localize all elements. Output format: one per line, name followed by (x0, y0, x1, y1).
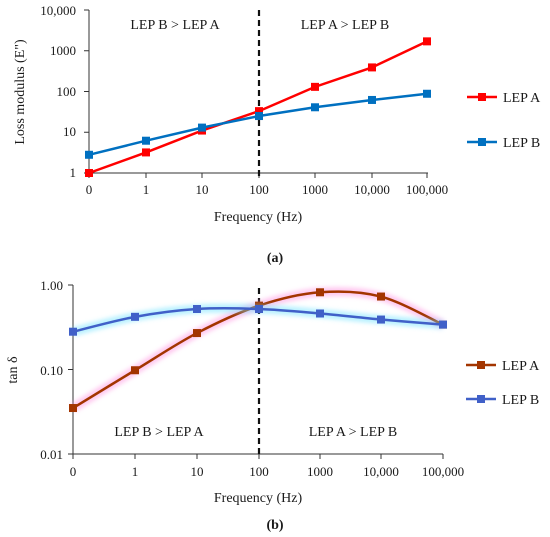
legend-marker-lep-a (477, 361, 485, 369)
data-point-lep-b (198, 123, 206, 132)
y-tick-label: 10,000 (40, 3, 76, 18)
y-tick-label: 10 (63, 124, 76, 139)
x-tick-label: 10 (191, 464, 204, 479)
chart-panel-a: 1 10 100 1000 10,000 0 1 10 100 1000 10,… (13, 3, 541, 266)
x-axis-title: Frequency (Hz) (214, 210, 303, 225)
panel-label-a: (a) (267, 251, 284, 266)
x-tick-label: 1 (143, 182, 150, 197)
data-point-lep-a (377, 292, 385, 301)
legend: LEP A LEP B (466, 359, 540, 408)
x-tick-label: 0 (70, 464, 77, 479)
x-tick-label: 10 (196, 182, 209, 197)
data-point-lep-b (439, 320, 447, 329)
data-point-lep-a (85, 169, 93, 177)
x-tick-label: 0 (86, 182, 93, 197)
x-tick-label: 1 (132, 464, 139, 479)
data-point-lep-b (69, 327, 77, 336)
data-point-lep-b (423, 89, 431, 98)
y-axis-tick-labels: 0.01 0.10 1.00 (40, 278, 63, 462)
data-point-lep-b (368, 95, 376, 104)
chart-panel-b: 0.01 0.10 1.00 0 1 10 100 1000 10,000 10… (6, 278, 540, 533)
y-tick-label: 1 (70, 165, 77, 180)
y-axis-title: tan δ (6, 356, 21, 384)
y-tick-label: 100 (57, 84, 77, 99)
legend-label-lep-a: LEP A (502, 359, 540, 374)
y-tick-label: 0.01 (40, 447, 63, 462)
panel-label-b: (b) (266, 518, 283, 533)
y-tick-label: 0.10 (40, 363, 63, 378)
data-point-lep-b (316, 309, 324, 318)
data-point-lep-a (368, 63, 376, 72)
y-axis-title: Loss modulus (E") (13, 39, 28, 145)
x-tick-label: 100,000 (422, 464, 464, 479)
annotation-left: LEP B > LEP A (114, 425, 204, 440)
x-tick-label: 1000 (302, 182, 328, 197)
annotation-right: LEP A > LEP B (301, 18, 390, 33)
data-point-lep-b (131, 312, 139, 321)
y-tick-label: 1000 (50, 43, 76, 58)
legend-marker-lep-b (477, 395, 485, 403)
x-tick-label: 100,000 (406, 182, 448, 197)
x-axis-tick-labels: 0 1 10 100 1000 10,000 100,000 (86, 182, 448, 197)
data-point-lep-b (193, 304, 201, 313)
data-point-lep-a (255, 107, 263, 116)
data-point-lep-b (85, 150, 93, 159)
x-tick-label: 100 (249, 464, 269, 479)
annotation-right: LEP A > LEP B (309, 425, 398, 440)
data-point-lep-a (131, 366, 139, 375)
legend-marker-lep-a (478, 93, 486, 101)
x-tick-label: 100 (249, 182, 269, 197)
x-tick-label: 1000 (307, 464, 333, 479)
data-point-lep-a (142, 148, 150, 157)
legend-marker-lep-b (478, 138, 486, 146)
legend-label-lep-b: LEP B (503, 136, 540, 151)
data-point-lep-b (255, 304, 263, 313)
data-point-lep-a (69, 404, 77, 413)
data-point-lep-b (255, 112, 263, 121)
legend-label-lep-a: LEP A (503, 91, 541, 106)
x-axis-tick-labels: 0 1 10 100 1000 10,000 100,000 (70, 464, 464, 479)
legend-label-lep-b: LEP B (502, 393, 539, 408)
y-axis-tick-labels: 1 10 100 1000 10,000 (40, 3, 76, 180)
data-point-lep-b (311, 103, 319, 112)
data-point-lep-a (316, 288, 324, 297)
data-point-lep-a (423, 37, 431, 46)
data-point-lep-b (142, 136, 150, 145)
y-tick-label: 1.00 (40, 278, 63, 293)
x-tick-label: 10,000 (354, 182, 390, 197)
x-axis-title: Frequency (Hz) (214, 491, 303, 506)
data-point-lep-a (193, 329, 201, 338)
data-point-lep-a (311, 82, 319, 91)
legend: LEP A LEP B (467, 91, 541, 151)
data-point-lep-b (377, 315, 385, 324)
x-tick-label: 10,000 (363, 464, 399, 479)
annotation-left: LEP B > LEP A (130, 18, 220, 33)
